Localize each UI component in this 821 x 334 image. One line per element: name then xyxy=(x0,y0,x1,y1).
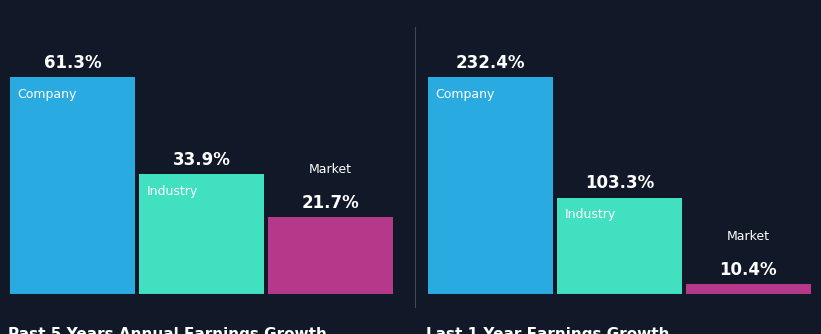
Text: Industry: Industry xyxy=(147,185,198,198)
Text: Last 1 Year Earnings Growth: Last 1 Year Earnings Growth xyxy=(426,327,669,334)
Text: Industry: Industry xyxy=(564,208,616,221)
Text: 232.4%: 232.4% xyxy=(456,54,525,72)
FancyBboxPatch shape xyxy=(139,174,264,294)
FancyBboxPatch shape xyxy=(557,198,682,294)
Text: 21.7%: 21.7% xyxy=(301,194,360,212)
Text: Company: Company xyxy=(17,88,77,101)
Text: 61.3%: 61.3% xyxy=(44,54,102,72)
Text: Market: Market xyxy=(309,163,352,176)
FancyBboxPatch shape xyxy=(686,284,811,294)
FancyBboxPatch shape xyxy=(10,77,135,294)
FancyBboxPatch shape xyxy=(268,217,393,294)
Text: Market: Market xyxy=(727,230,770,242)
Text: Past 5 Years Annual Earnings Growth: Past 5 Years Annual Earnings Growth xyxy=(8,327,327,334)
Text: 10.4%: 10.4% xyxy=(719,261,777,279)
Text: 103.3%: 103.3% xyxy=(585,174,654,192)
Text: 33.9%: 33.9% xyxy=(172,151,231,169)
Text: Company: Company xyxy=(435,88,495,101)
FancyBboxPatch shape xyxy=(428,77,553,294)
